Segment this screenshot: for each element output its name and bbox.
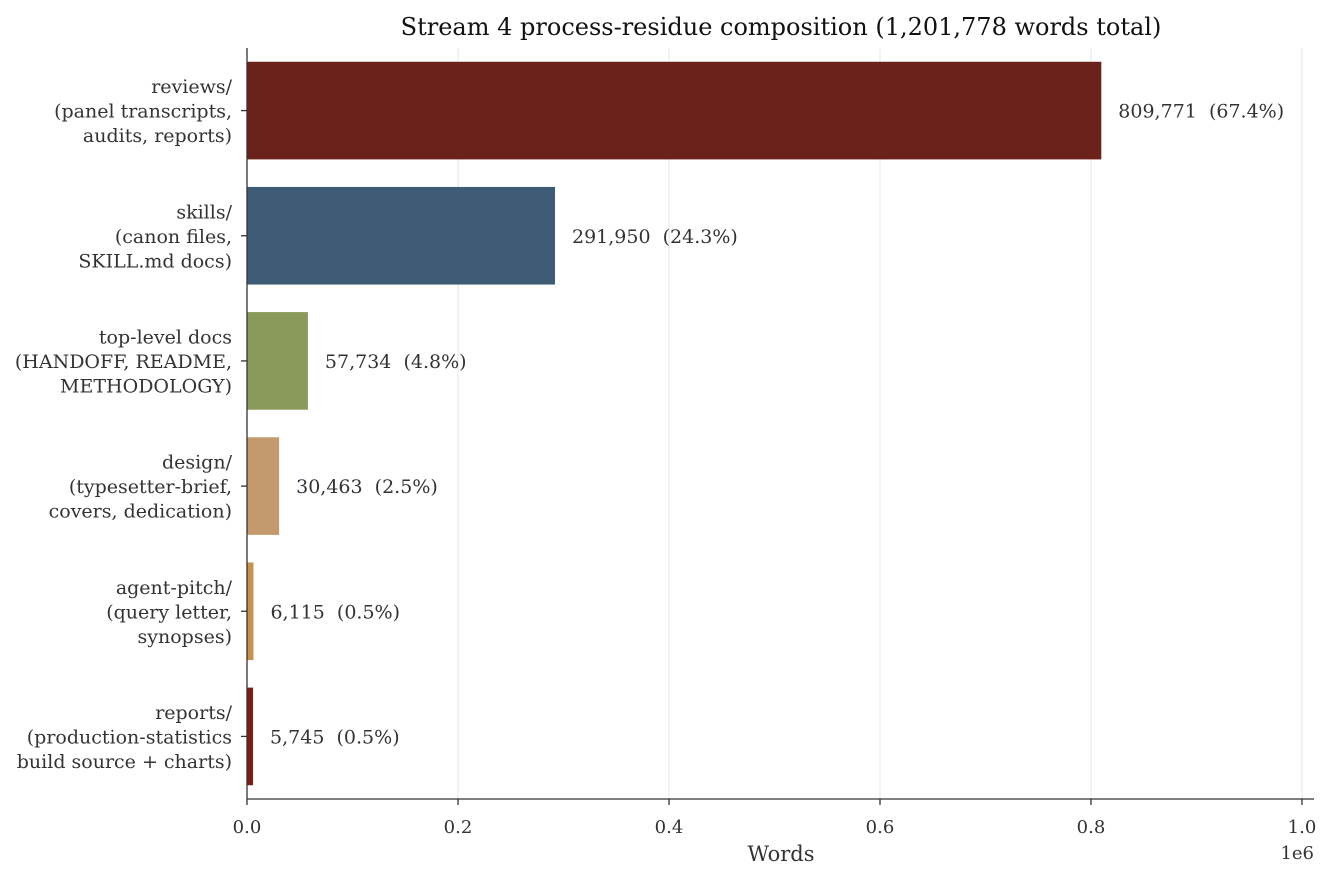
category-labels: reviews/(panel transcripts, audits, repor… (15, 76, 233, 773)
category-label: design/(typesetter-brief, covers, dedicat… (49, 452, 233, 523)
chart-title: Stream 4 process-residue composition (1,… (401, 13, 1162, 41)
x-tick-label: 0.0 (233, 817, 262, 838)
category-label: top-level docs (HANDOFF, README, METHODOLO… (15, 326, 232, 397)
category-label: agent-pitch/(query letter, synopses) (106, 577, 232, 648)
bar (247, 186, 556, 285)
x-tick-label: 1.0 (1288, 817, 1317, 838)
x-tick-labels: 0.0 0.2 0.4 0.6 0.8 1.0 (233, 817, 1317, 838)
x-tick-label: 0.6 (866, 817, 895, 838)
data-label: 809,771 (67.4%) (1118, 101, 1284, 123)
category-label: reviews/(panel transcripts, audits, repor… (54, 76, 233, 147)
data-label: 6,115 (0.5%) (270, 601, 400, 623)
x-axis-offset-label: 1e6 (1280, 843, 1314, 864)
data-labels: 809,771 (67.4%) 291,950 (24.3%) 57,734 (4.… (270, 101, 1284, 749)
x-tick-label: 0.4 (655, 817, 684, 838)
bar (247, 687, 254, 786)
bar (247, 437, 280, 535)
bar (247, 312, 308, 410)
axes (241, 48, 1314, 805)
category-label: reports/(production-statistics build sour… (17, 702, 233, 773)
bar (247, 562, 254, 661)
data-label: 57,734 (4.8%) (325, 351, 467, 373)
grid-lines (457, 48, 1303, 799)
bars (247, 61, 1102, 786)
data-label: 30,463 (2.5%) (296, 476, 438, 498)
data-label: 5,745 (0.5%) (270, 726, 400, 748)
data-label: 291,950 (24.3%) (572, 226, 738, 248)
x-axis-label: Words (747, 842, 814, 866)
x-tick-label: 0.8 (1077, 817, 1106, 838)
bar (247, 61, 1102, 160)
x-tick-label: 0.2 (444, 817, 473, 838)
category-label: skills/(canon files, SKILL.md docs) (78, 201, 232, 272)
